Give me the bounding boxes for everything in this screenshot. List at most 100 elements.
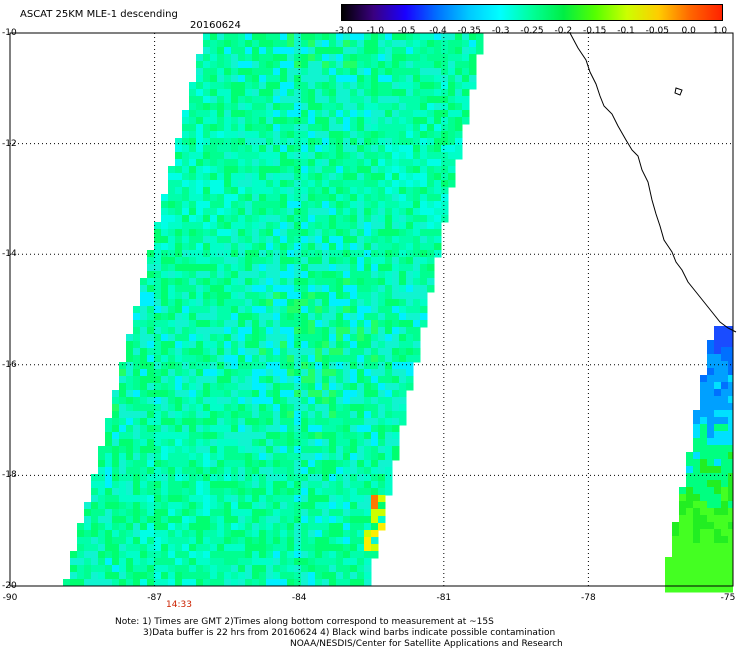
swath-cell — [378, 523, 386, 531]
swath-cell — [308, 68, 316, 76]
swath-cell — [322, 509, 330, 517]
swath-cell — [385, 327, 393, 335]
swath-cell — [385, 243, 393, 251]
swath-cell — [371, 54, 379, 62]
colorbar-tick-label: -1.0 — [366, 26, 385, 36]
swath-cell — [455, 131, 463, 139]
swath-cell — [147, 481, 155, 489]
swath-cell — [399, 124, 407, 132]
swath-cell — [413, 215, 421, 223]
swath-cell — [357, 481, 365, 489]
swath-cell — [385, 166, 393, 174]
swath-cell — [259, 138, 267, 146]
swath-cell — [245, 159, 253, 167]
swath-cell — [210, 173, 218, 181]
swath-cell — [98, 537, 106, 545]
swath-cell — [441, 131, 449, 139]
swath-cell — [322, 495, 330, 503]
swath-cell — [721, 585, 729, 593]
swath-cell — [392, 236, 400, 244]
swath-cell — [238, 369, 246, 377]
swath-cell — [413, 327, 421, 335]
swath-cell — [280, 243, 288, 251]
swath-cell — [182, 243, 190, 251]
swath-cell — [231, 369, 239, 377]
swath-cell — [154, 369, 162, 377]
swath-cell — [224, 397, 232, 405]
swath-cell — [364, 544, 372, 552]
swath-cell — [308, 411, 316, 419]
map-title: ASCAT 25KM MLE-1 descending — [20, 9, 178, 20]
swath-cell — [406, 334, 414, 342]
swath-cell — [350, 369, 358, 377]
swath-cell — [203, 390, 211, 398]
longitude-label: -75 — [720, 593, 736, 603]
swath-cell — [196, 82, 204, 90]
swath-cell — [252, 369, 260, 377]
swath-cell — [154, 348, 162, 356]
swath-cell — [308, 250, 316, 258]
swath-cell — [728, 445, 733, 453]
swath-cell — [140, 320, 148, 328]
swath-cell — [147, 383, 155, 391]
swath-cell — [70, 565, 78, 573]
swath-cell — [287, 208, 295, 216]
swath-cell — [364, 558, 372, 566]
swath-cell — [252, 222, 260, 230]
swath-cell — [378, 89, 386, 97]
swath-cell — [224, 467, 232, 475]
swath-cell — [420, 145, 428, 153]
swath-cell — [252, 166, 260, 174]
swath-cell — [336, 173, 344, 181]
swath-cell — [399, 166, 407, 174]
swath-cell — [259, 103, 267, 111]
swath-cell — [714, 326, 722, 334]
swath-cell — [252, 285, 260, 293]
swath-cell — [182, 453, 190, 461]
swath-cell — [217, 257, 225, 265]
swath-cell — [322, 425, 330, 433]
swath-cell — [322, 208, 330, 216]
swath-cell — [203, 467, 211, 475]
swath-cell — [189, 152, 197, 160]
swath-cell — [364, 355, 372, 363]
swath-cell — [385, 411, 393, 419]
swath-cell — [273, 61, 281, 69]
swath-cell — [245, 446, 253, 454]
swath-cell — [168, 418, 176, 426]
swath-cell — [693, 578, 701, 586]
swath-cell — [294, 124, 302, 132]
swath-cell — [434, 222, 442, 230]
swath-cell — [322, 334, 330, 342]
swath-cell — [245, 502, 253, 510]
swath-cell — [259, 54, 267, 62]
swath-cell — [140, 502, 148, 510]
swath-cell — [266, 201, 274, 209]
swath-cell — [147, 292, 155, 300]
swath-cell — [329, 579, 337, 587]
swath-cell — [196, 292, 204, 300]
swath-cell — [273, 453, 281, 461]
swath-cell — [707, 585, 715, 593]
swath-cell — [357, 61, 365, 69]
swath-cell — [203, 222, 211, 230]
swath-cell — [231, 194, 239, 202]
swath-cell — [441, 145, 449, 153]
swath-cell — [189, 495, 197, 503]
swath-cell — [714, 438, 722, 446]
swath-cell — [399, 145, 407, 153]
swath-cell — [315, 173, 323, 181]
swath-cell — [357, 152, 365, 160]
swath-cell — [441, 33, 449, 41]
swath-cell — [210, 348, 218, 356]
swath-cell — [140, 418, 148, 426]
swath-cell — [308, 509, 316, 517]
swath-cell — [406, 96, 414, 104]
swath-cell — [357, 145, 365, 153]
swath-cell — [392, 187, 400, 195]
swath-cell — [238, 47, 246, 55]
swath-cell — [322, 110, 330, 118]
swath-cell — [224, 194, 232, 202]
latitude-label: -10 — [2, 28, 17, 38]
coast-islet — [674, 87, 683, 96]
